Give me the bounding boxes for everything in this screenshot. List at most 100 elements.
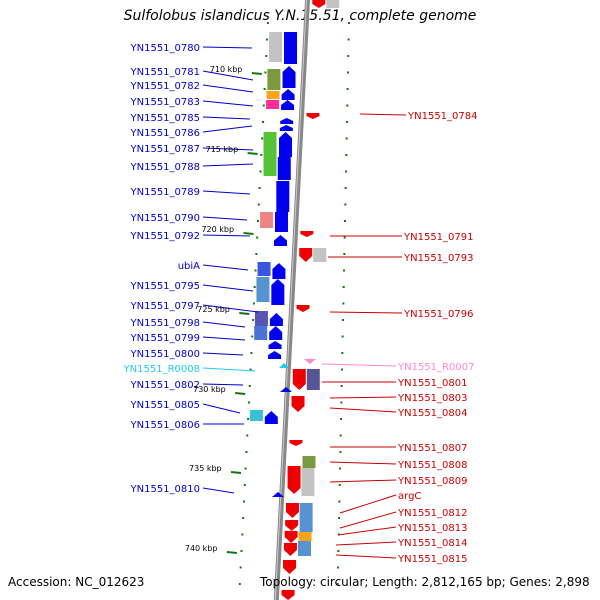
gene-label-right[interactable]: YN1551_0808 <box>397 460 468 471</box>
left-label-connector <box>202 46 253 49</box>
forward-gene-small <box>280 387 292 392</box>
gene-label-right[interactable]: YN1551_0793 <box>403 253 474 264</box>
gene-label-right[interactable]: YN1551_0807 <box>397 443 468 454</box>
gene-label-left[interactable]: YN1551_0795 <box>130 281 201 292</box>
gene-label-right[interactable]: YN1551_0812 <box>397 508 468 519</box>
left-track-dot <box>263 88 266 90</box>
gene-label-left[interactable]: YN1551_0781 <box>130 67 201 78</box>
rna-forward-feature <box>279 363 289 368</box>
left-label-connector <box>202 383 244 386</box>
gene-label-left[interactable]: YN1551_0805 <box>130 400 201 411</box>
gene-label-right[interactable]: argC <box>398 491 421 502</box>
left-label-connector <box>202 234 251 237</box>
reverse-gene-arrow <box>292 369 306 390</box>
right-label-connector <box>329 407 397 413</box>
gene-label-left[interactable]: YN1551_0799 <box>130 333 201 344</box>
backbone-highlight <box>274 0 308 600</box>
right-label-connector <box>329 311 403 314</box>
gene-label-right[interactable]: YN1551_0803 <box>397 393 468 404</box>
gene-features <box>249 0 340 600</box>
forward-gene-arrow <box>269 313 283 326</box>
left-label-connector <box>202 163 254 167</box>
gene-label-left[interactable]: YN1551_0786 <box>130 128 201 139</box>
right-track-dot <box>342 302 345 305</box>
left-label-connector <box>202 336 246 341</box>
gene-label-left[interactable]: YN1551_0802 <box>130 380 201 391</box>
left-track-dot <box>242 500 245 503</box>
kbp-label: 740 kbp <box>185 544 218 553</box>
gene-label-right[interactable]: YN1551_0796 <box>403 309 474 320</box>
right-track-dot <box>346 71 349 74</box>
left-track-dot <box>262 104 265 107</box>
right-track-dot <box>339 434 342 437</box>
gene-label-left[interactable]: YN1551_0800 <box>130 349 201 360</box>
right-track-dot <box>344 220 346 222</box>
right-track-dot <box>340 401 343 404</box>
gene-label-left[interactable]: YN1551_0787 <box>130 144 201 155</box>
gene-label-right[interactable]: YN1551_0804 <box>397 408 468 419</box>
right-track-dot <box>336 583 339 585</box>
gene-label-left[interactable]: YN1551_0789 <box>130 187 201 198</box>
forward-gene-arrow <box>279 132 293 157</box>
right-track-dot <box>342 286 345 288</box>
genome-backbone <box>273 0 311 600</box>
left-domain-block <box>249 410 263 421</box>
left-label-connector <box>202 125 253 133</box>
right-track-dot <box>347 22 350 24</box>
gene-label-left[interactable]: YN1551_0785 <box>130 113 201 124</box>
right-track-dot <box>340 418 343 420</box>
gene-label-right[interactable]: YN1551_0815 <box>397 554 468 565</box>
left-label-connector <box>202 367 256 372</box>
right-track-dot <box>341 335 344 338</box>
gene-label-left[interactable]: YN1551_0782 <box>130 81 201 92</box>
right-track-dot <box>338 500 341 503</box>
left-label-connector <box>202 147 254 151</box>
gene-label-right[interactable]: YN1551_R0007 <box>397 362 474 373</box>
label-connectors <box>202 46 407 559</box>
right-track-dot <box>338 517 341 519</box>
kbp-tick <box>239 312 250 315</box>
right-track-dot <box>342 319 345 321</box>
left-track-dot <box>247 418 250 420</box>
left-track-dot <box>264 71 267 74</box>
left-track-dot <box>245 451 248 453</box>
gene-label-right[interactable]: YN1551_0791 <box>403 232 474 243</box>
right-label-connector <box>339 511 397 529</box>
forward-gene-arrow <box>268 351 282 359</box>
gene-label-right[interactable]: YN1551_0809 <box>397 476 468 487</box>
gene-label-left[interactable]: YN1551_0798 <box>130 318 201 329</box>
gene-label-right[interactable]: YN1551_0813 <box>397 523 468 534</box>
kbp-label: 735 kbp <box>189 464 222 473</box>
forward-gene-arrow <box>274 235 288 246</box>
right-track-dot <box>345 121 348 123</box>
left-label-connector <box>202 116 251 120</box>
left-track-dot <box>261 121 264 123</box>
reverse-gene-arrow <box>312 0 326 8</box>
gene-label-left[interactable]: YN1551_0797 <box>130 301 201 312</box>
right-label-connector <box>337 526 397 536</box>
gene-label-left[interactable]: YN1551_0783 <box>130 97 201 108</box>
gene-label-right[interactable]: YN1551_0801 <box>397 378 468 389</box>
right-label-connector <box>339 494 397 514</box>
gene-label-left[interactable]: YN1551_0792 <box>130 231 201 242</box>
left-track-dot <box>240 550 243 552</box>
forward-gene-block <box>277 157 291 180</box>
right-domain-block <box>313 248 327 262</box>
kbp-label: 715 kbp <box>206 145 239 154</box>
gene-label-left[interactable]: YN1551_0810 <box>130 484 201 495</box>
gene-label-left[interactable]: YN1551_0788 <box>130 162 201 173</box>
gene-label-right[interactable]: YN1551_0784 <box>407 111 478 122</box>
right-track-dot <box>340 385 343 387</box>
left-track-dot <box>243 484 246 486</box>
gene-label-right[interactable]: YN1551_0814 <box>397 538 468 549</box>
gene-label-left[interactable]: ubiA <box>178 261 200 272</box>
forward-gene-arrow <box>264 411 278 424</box>
gene-label-left[interactable]: YN1551_0806 <box>130 420 201 431</box>
gene-label-left[interactable]: YN1551_0790 <box>130 213 201 224</box>
left-track-dot <box>255 253 258 255</box>
reverse-gene-arrow <box>285 520 299 531</box>
left-track-dot <box>247 401 250 404</box>
gene-label-left[interactable]: YN1551_0780 <box>130 43 201 54</box>
left-track-dot <box>248 385 251 387</box>
gene-label-left[interactable]: YN1551_R0008 <box>123 364 200 375</box>
